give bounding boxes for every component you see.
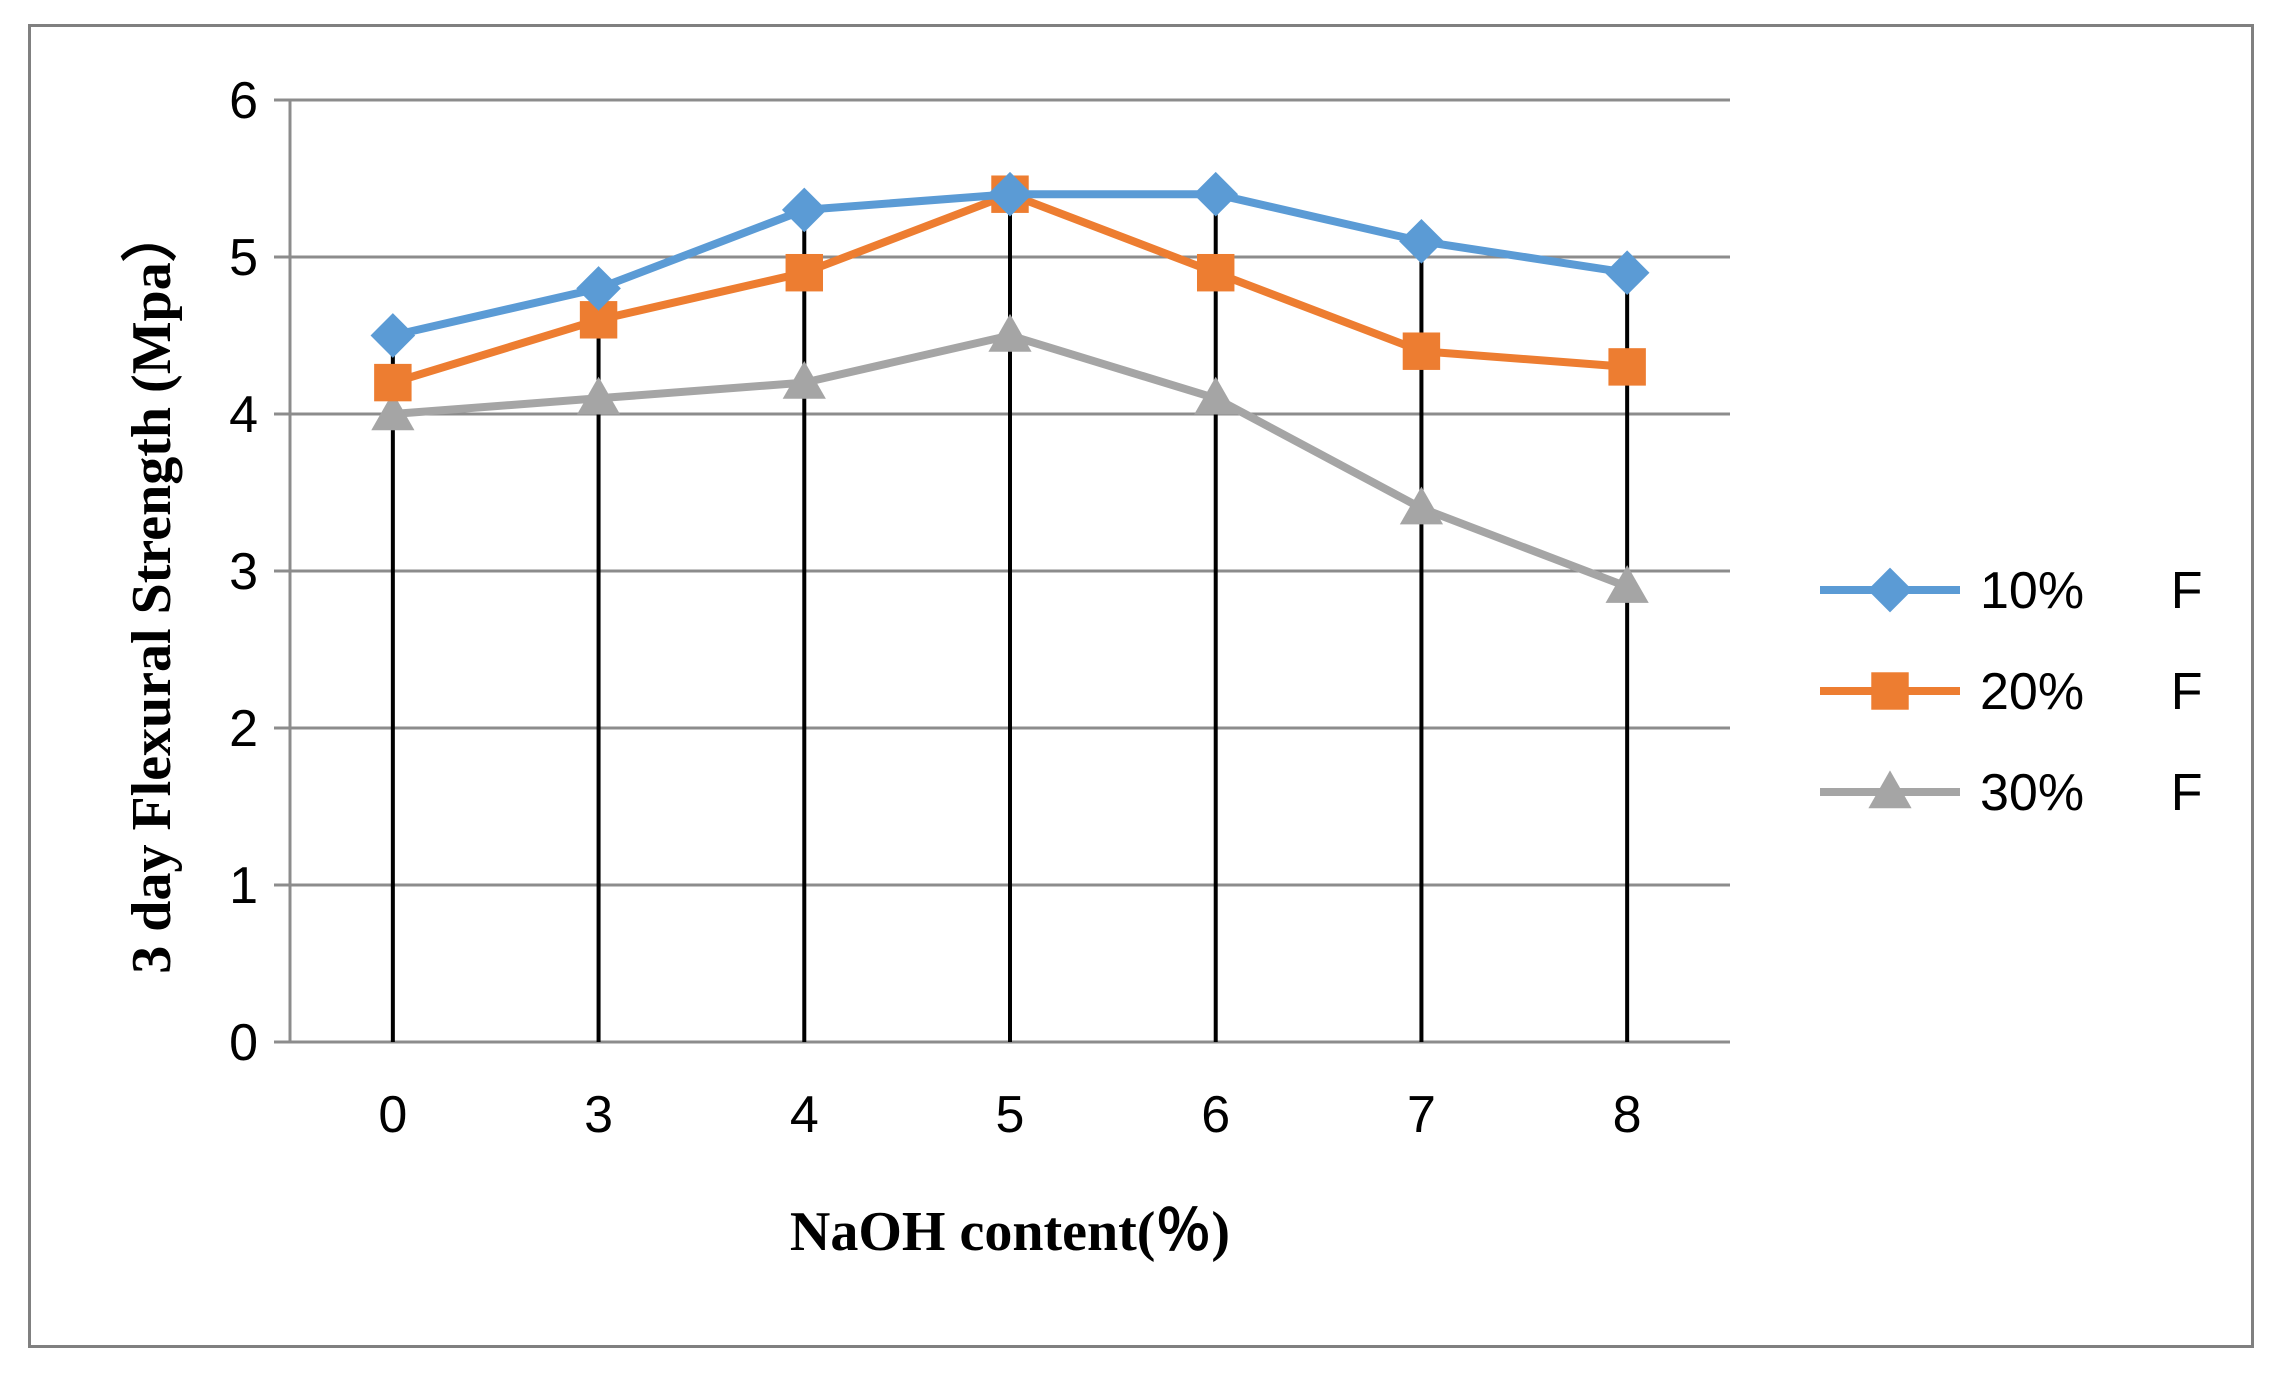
data-point [1193,171,1239,217]
x-tick-label: 3 [584,1086,613,1144]
legend-label: 30% F [1980,764,2203,822]
y-tick-label: 2 [229,700,258,758]
y-tick-label: 6 [229,72,258,130]
legend-label: 20% F [1980,663,2203,721]
data-point [1399,486,1444,525]
x-tick-label: 8 [1613,1086,1642,1144]
data-point [576,266,621,311]
series-1 [370,171,1650,358]
x-tick-labels: 0 3 4 5 6 7 8 [378,1086,1641,1144]
data-point [1196,253,1235,292]
y-axis-title: 3 day Flexural Strength (Mpa） [120,206,183,973]
data-point [1608,348,1646,386]
x-tick-label: 6 [1201,1086,1230,1144]
data-point [1605,565,1649,603]
data-point [1604,250,1650,296]
legend-item: 20% F [1820,663,2203,721]
legend-marker [1871,672,1909,710]
legend-marker [1867,567,1913,613]
y-tick-labels: 0 1 2 3 4 5 6 [229,72,258,1072]
y-tick-label: 1 [229,857,258,915]
legend-label: 10% F [1980,562,2203,620]
data-point [782,361,826,399]
x-tick-label: 5 [996,1086,1025,1144]
legend: 10% F 20% F 30% F [1820,562,2203,822]
x-tick-label: 0 [378,1086,407,1144]
data-point [785,253,824,292]
x-tick-label: 4 [790,1086,819,1144]
data-point [1194,376,1238,415]
legend-item: 10% F [1820,562,2203,620]
legend-item: 30% F [1820,764,2203,822]
data-point [374,363,412,402]
series-lines [370,171,1650,603]
y-tick-label: 0 [229,1014,258,1072]
legend-marker [1868,770,1912,809]
data-point [988,313,1032,352]
data-point [987,171,1033,217]
y-tick-label: 5 [229,229,258,287]
data-point [576,376,621,415]
data-point [781,187,827,233]
y-tick-label: 4 [229,386,258,444]
x-tick-label: 7 [1407,1086,1436,1144]
drop-lines [390,194,1630,1042]
x-axis-title: NaOH content(％) [790,1201,1230,1263]
y-tick-label: 3 [229,543,258,601]
data-point [1402,332,1441,370]
data-point [371,392,415,431]
data-point [1399,218,1444,264]
data-point [370,313,416,358]
series-3 [371,313,1649,603]
